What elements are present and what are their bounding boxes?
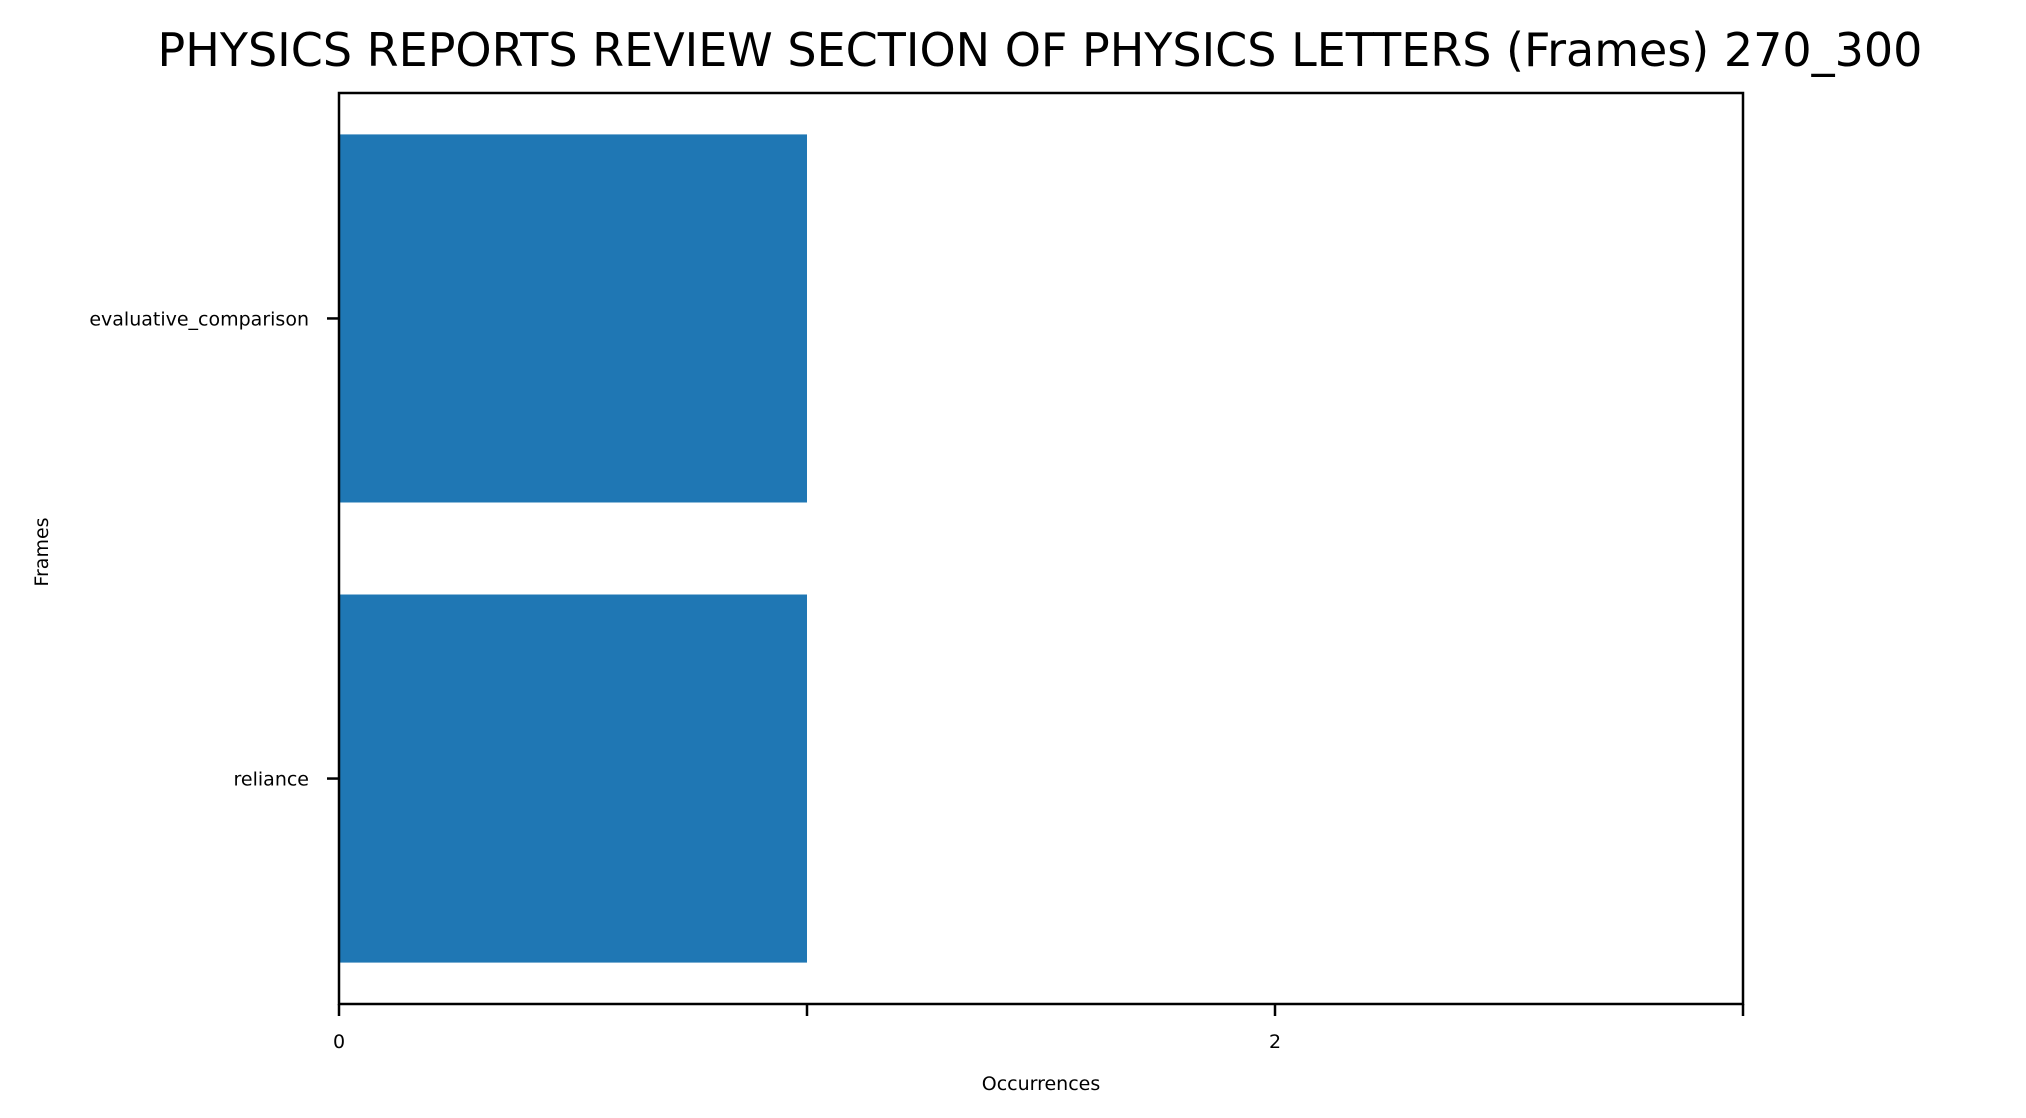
y-tick-label: reliance (234, 769, 309, 791)
bars-group (339, 134, 807, 963)
x-tick-label: 2 (1269, 1031, 1281, 1053)
x-tick-label: 0 (333, 1031, 345, 1053)
x-axis-label: Occurrences (982, 1073, 1101, 1095)
bar-evaluative-comparison (339, 134, 807, 503)
chart-title: PHYSICS REPORTS REVIEW SECTION OF PHYSIC… (158, 23, 1923, 77)
plot-frame (337, 91, 1745, 1006)
y-axis-ticks: evaluative_comparison reliance (89, 308, 339, 791)
y-tick-label: evaluative_comparison (89, 308, 309, 330)
y-axis-label: Frames (31, 517, 53, 586)
bar-reliance (339, 594, 807, 963)
